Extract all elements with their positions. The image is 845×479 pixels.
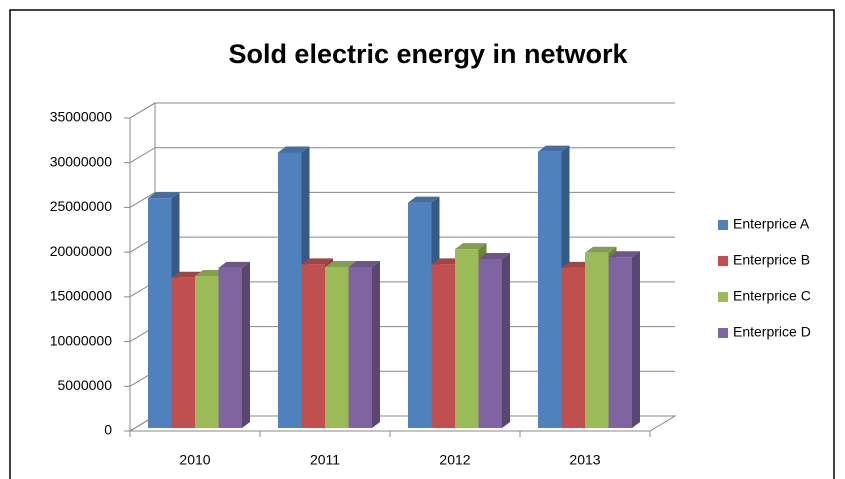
bar-face <box>301 258 333 265</box>
bar-face <box>478 258 502 428</box>
bar <box>218 261 250 428</box>
bar-face <box>455 249 479 428</box>
bar-face <box>408 202 432 428</box>
y-tick-label: 30000000 <box>50 153 113 169</box>
legend-swatch <box>718 256 728 266</box>
bar-face <box>148 198 172 428</box>
bar-face <box>408 196 440 203</box>
legend-swatch <box>718 328 728 338</box>
grid-line <box>129 102 675 119</box>
y-tick-label: 35000000 <box>50 109 113 125</box>
bar-face <box>348 261 380 268</box>
bar-face <box>301 264 325 428</box>
legend-label: Enterprice B <box>733 252 810 268</box>
bar-face <box>218 267 242 428</box>
bar-face <box>218 261 250 268</box>
legend-label: Enterprice A <box>733 216 810 232</box>
bar <box>348 261 380 428</box>
bar-face <box>325 261 357 268</box>
bar-face <box>561 267 585 428</box>
chart-title: Sold electric energy in network <box>228 39 628 69</box>
bar-face <box>538 151 562 428</box>
bar-face <box>348 267 372 428</box>
bar-face <box>608 251 640 258</box>
bar-face <box>242 261 250 428</box>
bar-face <box>171 277 195 428</box>
y-tick-label: 15000000 <box>50 288 113 304</box>
legend-swatch <box>718 292 728 302</box>
bar-face <box>632 251 640 428</box>
grid-line <box>129 191 675 208</box>
bar-face <box>431 264 455 428</box>
x-tick-label: 2012 <box>439 452 470 468</box>
legend-swatch <box>718 220 728 230</box>
bar-face <box>478 252 510 259</box>
bar <box>478 252 510 428</box>
grid-line <box>129 147 675 164</box>
y-tick-label: 10000000 <box>50 332 113 348</box>
bar-face <box>278 152 302 428</box>
y-tick-label: 0 <box>104 422 112 438</box>
legend-label: Enterprice D <box>733 324 811 340</box>
x-tick-label: 2011 <box>310 452 340 468</box>
y-tick-label: 5000000 <box>57 377 112 393</box>
bar-face <box>502 252 510 428</box>
x-tick-label: 2010 <box>179 452 210 468</box>
x-tick-label: 2013 <box>569 452 600 468</box>
y-tick-label: 25000000 <box>50 198 113 214</box>
bar <box>608 251 640 428</box>
bar-face <box>325 267 349 428</box>
bar-face <box>538 145 570 152</box>
bar-face <box>455 243 487 250</box>
bar-face <box>585 246 617 253</box>
bar-face <box>608 257 632 428</box>
bar-face <box>278 146 310 153</box>
bar-face <box>585 252 609 428</box>
bar-face <box>195 275 219 428</box>
legend-label: Enterprice C <box>733 288 811 304</box>
y-tick-label: 20000000 <box>50 243 113 259</box>
bar-face <box>372 261 380 428</box>
bar-face <box>148 192 180 199</box>
